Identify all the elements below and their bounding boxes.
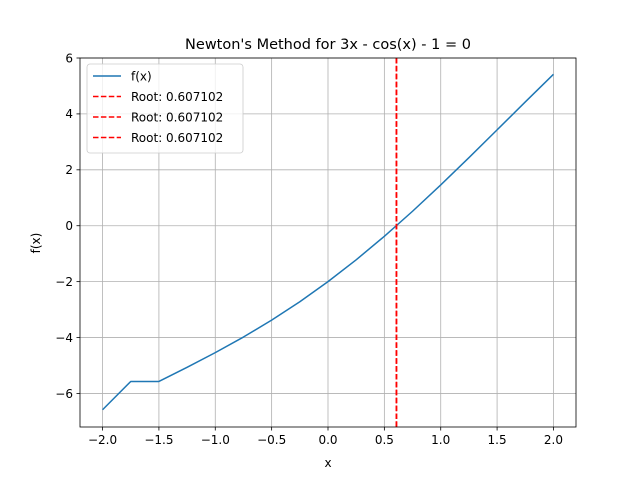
legend-label: Root: 0.607102: [131, 90, 223, 104]
x-tick-label: −1.5: [144, 433, 173, 447]
legend-label: Root: 0.607102: [131, 131, 223, 145]
chart-title: Newton's Method for 3x - cos(x) - 1 = 0: [185, 37, 471, 53]
y-tick-label: −6: [55, 387, 73, 401]
ticks: −2.0 −1.5 −1.0 −0.5 0.0 0.5 1.0 1.5 2.0 −6 −4 −2 0 2 4…: [55, 51, 563, 447]
series-line-fx: [102, 73, 554, 411]
y-tick-label: 6: [65, 51, 73, 65]
y-tick-label: −4: [55, 331, 73, 345]
x-tick-label: 0.5: [375, 433, 394, 447]
legend: f(x) Root: 0.607102 Root: 0.607102 Root: 0.…: [86, 63, 244, 154]
x-tick-label: 1.0: [431, 433, 450, 447]
legend-box: [86, 63, 244, 154]
y-tick-label: 4: [65, 107, 73, 121]
x-tick-label: 2.0: [544, 433, 563, 447]
x-tick-label: −2.0: [88, 433, 117, 447]
x-axis-label: x: [324, 456, 331, 470]
y-tick-label: −2: [55, 275, 73, 289]
x-tick-label: 1.5: [488, 433, 507, 447]
y-tick-label: 2: [65, 163, 73, 177]
plot-data: [102, 58, 554, 427]
legend-label: Root: 0.607102: [131, 110, 223, 124]
legend-label: f(x): [131, 69, 152, 83]
x-tick-label: −1.0: [201, 433, 230, 447]
x-tick-label: −0.5: [257, 433, 286, 447]
y-tick-label: 0: [65, 219, 73, 233]
y-axis-label: f(x): [29, 233, 43, 254]
x-tick-label: 0.0: [318, 433, 337, 447]
